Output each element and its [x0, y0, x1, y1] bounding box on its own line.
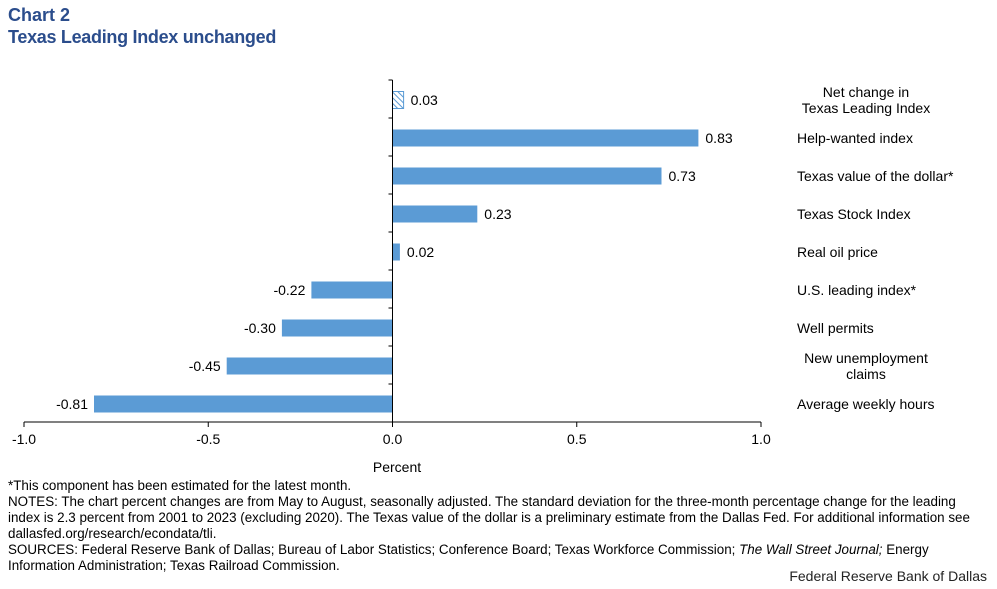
sources-after: Energy Information Administration; Texas… — [8, 542, 929, 573]
bars-layer — [94, 91, 699, 413]
value-label: -0.30 — [244, 320, 276, 336]
bar — [94, 395, 393, 413]
bar — [392, 243, 400, 261]
category-label: Help-wanted index — [797, 130, 913, 146]
estimated-note: *This component has been estimated for t… — [8, 478, 352, 493]
bar — [281, 319, 393, 337]
x-tick-label: 1.0 — [751, 431, 771, 447]
sources-before: SOURCES: Federal Reserve Bank of Dallas;… — [8, 542, 740, 557]
x-axis-title: Percent — [373, 459, 421, 475]
sources-text: SOURCES: Federal Reserve Bank of Dallas;… — [8, 542, 983, 574]
sources-italic: The Wall Street Journal; — [739, 542, 883, 557]
chart-notes: *This component has been estimated for t… — [8, 478, 983, 574]
value-label: 0.23 — [484, 206, 511, 222]
bar — [392, 205, 478, 223]
category-label: Average weekly hours — [797, 396, 934, 412]
value-label: -0.22 — [273, 282, 305, 298]
chart-title: Texas Leading Index unchanged — [8, 27, 277, 47]
category-label: U.S. leading index* — [797, 282, 917, 298]
value-label: 0.73 — [669, 168, 696, 184]
value-label: -0.81 — [56, 396, 88, 412]
bar — [311, 281, 393, 299]
value-label: 0.83 — [705, 130, 732, 146]
bar — [226, 357, 393, 375]
value-label: -0.45 — [189, 358, 221, 374]
notes-text: NOTES: The chart percent changes are fro… — [8, 494, 970, 541]
x-tick-label: -1.0 — [12, 431, 36, 447]
value-label: 0.03 — [411, 92, 438, 108]
x-tick-label: 0.5 — [567, 431, 587, 447]
bar-chart: -1.0 -0.5 0.0 0.5 1.0 0.03 Net change inTexas… — [12, 79, 954, 475]
category-label: New unemployment — [804, 350, 928, 366]
category-label: Well permits — [797, 320, 874, 336]
chart-label: Chart 2 — [8, 5, 71, 25]
category-label: Texas Stock Index — [797, 206, 911, 222]
source-credit: Federal Reserve Bank of Dallas — [789, 568, 987, 584]
category-label: Texas value of the dollar* — [797, 168, 954, 184]
category-label: Real oil price — [797, 244, 878, 260]
category-label: claims — [846, 366, 886, 382]
x-tick-label: 0.0 — [383, 431, 403, 447]
bar — [392, 91, 405, 109]
bar — [392, 167, 662, 185]
value-label: 0.02 — [407, 244, 434, 260]
axis-layer: -1.0 -0.5 0.0 0.5 1.0 — [12, 79, 771, 447]
bar — [392, 129, 699, 147]
category-label: Net change in — [823, 84, 909, 100]
category-label: Texas Leading Index — [802, 100, 930, 116]
x-tick-label: -0.5 — [196, 431, 220, 447]
